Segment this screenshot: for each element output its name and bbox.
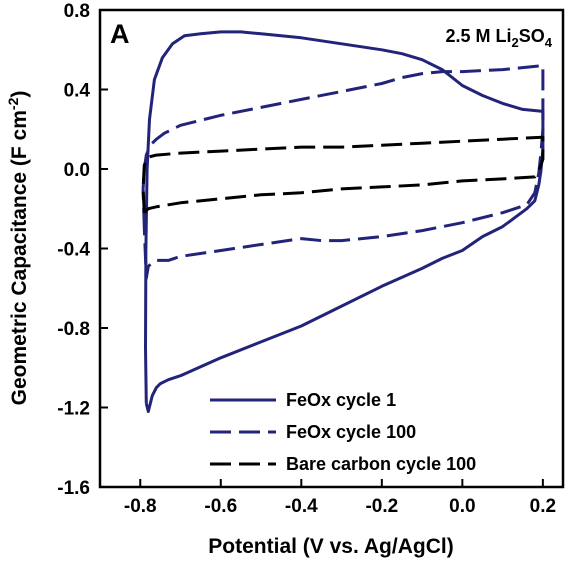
y-tick-label: 0.4 [64, 81, 91, 102]
y-tick-label: -1.2 [57, 399, 90, 420]
y-tick-label: 0.0 [64, 160, 90, 181]
x-tick-label: -0.2 [365, 496, 398, 517]
legend-label-bare-carbon-cycle-100: Bare carbon cycle 100 [286, 454, 476, 474]
y-tick-label: 0.8 [64, 1, 90, 22]
x-tick-label: -0.4 [285, 496, 318, 517]
y-axis-title: Geometric Capacitance (F cm-2) [5, 91, 31, 406]
x-tick-label: -0.6 [204, 496, 237, 517]
series-line-bare-carbon-cycle-100 [141, 135, 545, 214]
legend-label-feox-cycle-1: FeOx cycle 1 [286, 390, 396, 410]
series-line-feox-cycle-1 [144, 30, 545, 413]
y-tick-label: -0.4 [57, 240, 90, 261]
x-tick-label: 0.0 [449, 496, 475, 517]
series-layer [141, 30, 545, 413]
x-tick-label: -0.8 [124, 496, 157, 517]
series-line-feox-cycle-100 [141, 64, 545, 280]
x-ticks: -0.8 -0.6 -0.4 -0.2 0.0 0.2 [124, 479, 556, 517]
legend: FeOx cycle 1 FeOx cycle 100 Bare carbon … [210, 390, 476, 474]
x-axis-title: Potential (V vs. Ag/AgCl) [208, 535, 453, 558]
y-ticks: 0.8 0.4 0.0 -0.4 -0.8 -1.2 -1.6 [57, 1, 108, 499]
legend-label-feox-cycle-100: FeOx cycle 100 [286, 422, 416, 442]
panel-label: A [110, 19, 130, 49]
x-tick-label: 0.2 [530, 496, 556, 517]
plot-frame [98, 8, 565, 489]
condition-label: 2.5 M Li2SO4 [446, 26, 553, 50]
y-tick-label: -1.6 [57, 478, 90, 499]
y-tick-label: -0.8 [57, 319, 90, 340]
